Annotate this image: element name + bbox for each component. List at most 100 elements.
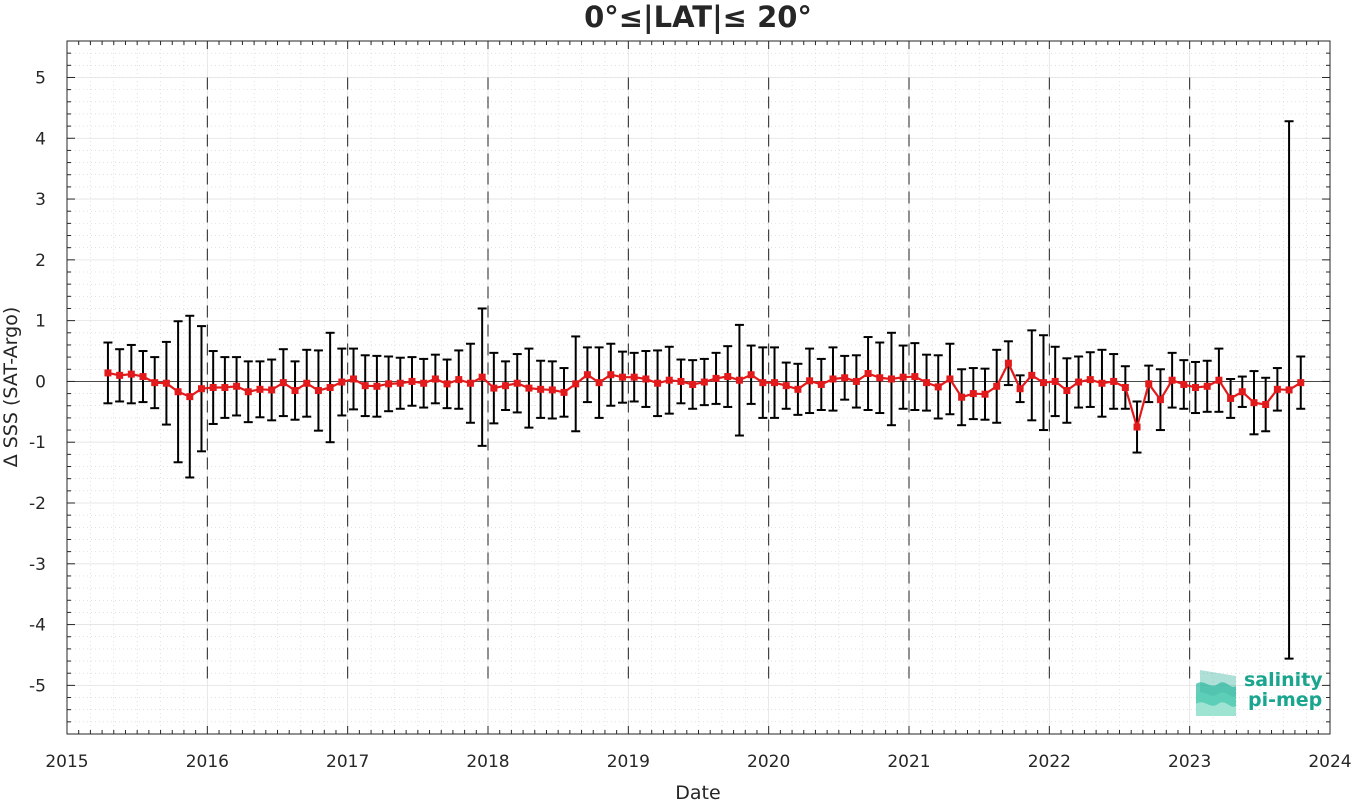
y-tick-label: 0 [35, 372, 46, 392]
data-point [186, 393, 194, 401]
data-point [1086, 376, 1094, 384]
data-point [572, 380, 580, 388]
data-point [1016, 385, 1024, 393]
x-tick-label: 2019 [607, 752, 650, 772]
x-tick-label: 2021 [887, 752, 930, 772]
x-tick-label: 2023 [1168, 752, 1211, 772]
data-point [981, 390, 989, 398]
y-tick-label: 5 [35, 68, 46, 88]
data-point [665, 376, 673, 384]
x-tick-label: 2020 [747, 752, 790, 772]
data-point [116, 371, 124, 379]
data-point [1238, 388, 1246, 396]
data-point [829, 375, 837, 383]
data-point [350, 375, 358, 383]
x-tick-label: 2015 [45, 752, 88, 772]
data-point [127, 370, 135, 378]
data-point [197, 385, 205, 393]
data-point [513, 379, 521, 387]
x-tick-label: 2018 [466, 752, 509, 772]
data-point [1028, 371, 1036, 379]
data-point [537, 385, 545, 393]
salinity-pi-mep-logo: salinity pi-mep [1196, 669, 1323, 716]
data-point [899, 373, 907, 381]
data-point [1063, 387, 1071, 395]
chart-title: 0°≤|LAT|≤ 20° [584, 0, 812, 34]
data-point [233, 382, 241, 390]
y-tick-label: -5 [29, 676, 46, 696]
data-point [1180, 380, 1188, 388]
data-point [162, 379, 170, 387]
data-point [1227, 394, 1235, 402]
data-point [1273, 385, 1281, 393]
data-point [385, 380, 393, 388]
data-point [583, 371, 591, 379]
data-point [1051, 377, 1059, 385]
data-point [689, 380, 697, 388]
data-point [618, 373, 626, 381]
data-point [1133, 423, 1141, 431]
logo-line-2: pi-mep [1248, 689, 1322, 711]
data-point [1250, 399, 1258, 407]
data-point [887, 375, 895, 383]
data-point [642, 375, 650, 383]
y-tick-label: 1 [35, 312, 46, 332]
data-point [1203, 382, 1211, 390]
x-tick-label: 2024 [1308, 752, 1351, 772]
x-tick-label: 2016 [186, 752, 229, 772]
data-point [466, 379, 474, 387]
data-point [209, 384, 217, 391]
data-point [712, 374, 720, 382]
data-point [268, 386, 276, 394]
logo-line-1: salinity [1244, 669, 1323, 691]
data-point [724, 373, 732, 381]
data-point [654, 379, 662, 387]
data-point [338, 378, 346, 386]
data-point [946, 375, 954, 383]
data-point [104, 369, 112, 377]
data-point [934, 383, 942, 391]
data-point [279, 379, 287, 387]
wave-logo-icon [1196, 670, 1236, 716]
data-point [864, 370, 872, 378]
y-tick-label: 4 [35, 129, 46, 149]
data-point [993, 382, 1001, 390]
y-tick-label: -3 [29, 555, 46, 575]
data-point [1075, 378, 1083, 386]
data-point [841, 374, 849, 382]
data-point [771, 379, 779, 387]
x-tick-label: 2022 [1028, 752, 1071, 772]
y-tick-label: -1 [29, 433, 46, 453]
data-point [806, 377, 814, 385]
data-point [852, 377, 860, 385]
data-point [431, 375, 439, 383]
data-point [291, 387, 299, 395]
error-bars [103, 120, 1306, 660]
axis-ticks [66, 40, 1331, 734]
data-point [911, 373, 919, 381]
data-point [455, 376, 463, 384]
data-point [700, 378, 708, 386]
data-point [139, 373, 147, 381]
data-point [1110, 377, 1118, 385]
data-point [1004, 359, 1012, 367]
data-point [502, 382, 510, 390]
data-point [1215, 376, 1223, 384]
series-markers [104, 359, 1305, 431]
data-point [923, 379, 931, 387]
data-point [151, 379, 159, 387]
data-point [221, 384, 229, 391]
y-tick-label: 3 [35, 190, 46, 210]
x-tick-label: 2017 [326, 752, 369, 772]
data-point [314, 387, 322, 395]
data-point [244, 388, 252, 396]
data-point [443, 380, 451, 388]
data-point [677, 377, 685, 385]
data-point [490, 384, 498, 392]
x-axis-label: Date [675, 782, 720, 801]
data-point [373, 382, 381, 390]
data-point [303, 379, 311, 387]
y-tick-label: 2 [35, 251, 46, 271]
data-point [794, 385, 802, 393]
data-point [1192, 384, 1200, 391]
